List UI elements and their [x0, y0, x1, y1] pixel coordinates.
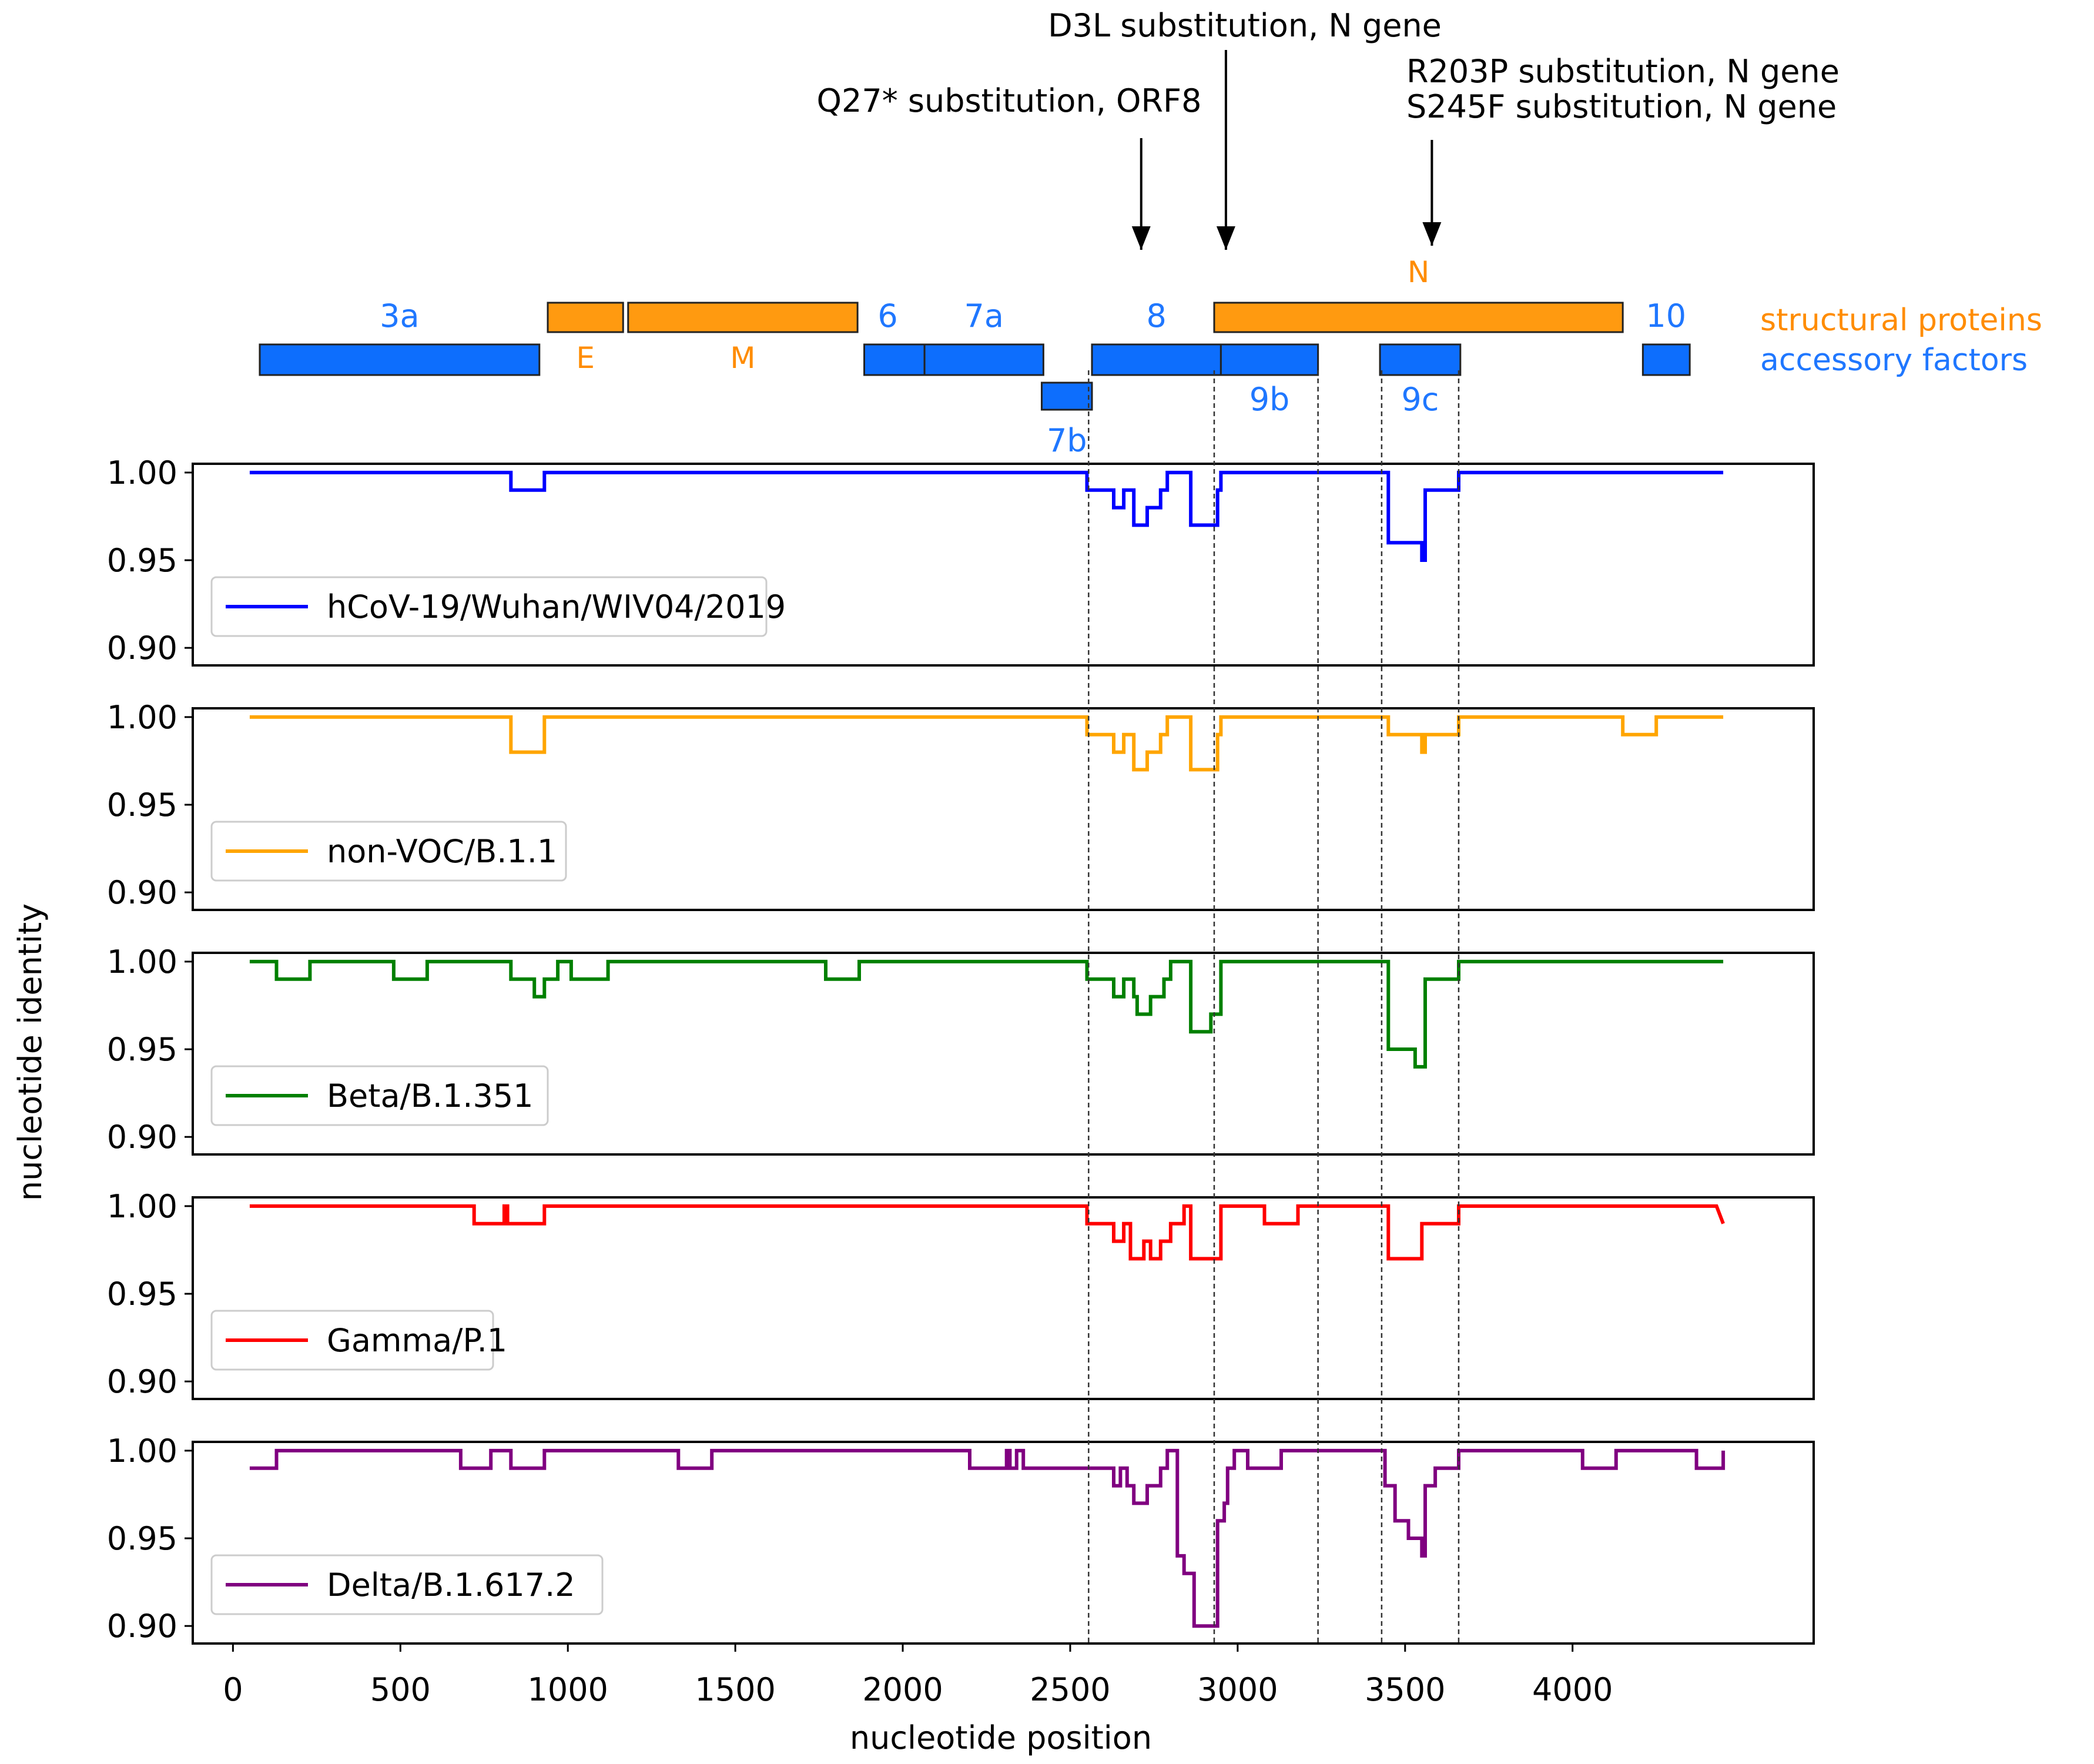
- y-tick-label: 0.90: [107, 1363, 177, 1400]
- accessory-gene-9b: [1219, 343, 1319, 376]
- y-tick-label: 0.95: [107, 786, 177, 824]
- series-line-5: [249, 1448, 1726, 1628]
- accessory-gene-label-9b: 9b: [1249, 381, 1290, 418]
- accessory-gene-8: [1091, 343, 1222, 376]
- legend-box-1: [210, 576, 768, 637]
- structural-gene-label-n: N: [1408, 255, 1429, 289]
- x-tick-label: 2500: [1030, 1671, 1110, 1708]
- y-axis-label: nucleotide identity: [12, 903, 49, 1201]
- legend-box-4: [210, 1310, 494, 1371]
- legend-box-3: [210, 1065, 549, 1126]
- x-tick-label: 1500: [695, 1671, 775, 1708]
- structural-gene-label-m: M: [730, 341, 755, 375]
- y-tick-label: 0.95: [107, 542, 177, 579]
- x-axis-label: nucleotide position: [850, 1719, 1152, 1756]
- y-tick-label: 1.00: [107, 943, 177, 980]
- series-line-4: [249, 1204, 1725, 1261]
- structural-gene-m: [627, 302, 859, 333]
- x-tick-label: 3000: [1197, 1671, 1278, 1708]
- structural-gene-n: [1213, 302, 1624, 333]
- annotation-label-3-1: R203P substitution, N gene: [1406, 53, 1840, 90]
- x-tick-label: 500: [370, 1671, 431, 1708]
- y-tick-label: 0.95: [107, 1276, 177, 1313]
- y-tick-label: 0.90: [107, 1608, 177, 1645]
- legend-structural-proteins: structural proteins: [1760, 303, 2042, 338]
- legend-label-4: Gamma/P.1: [327, 1322, 507, 1359]
- shared-axes: nucleotide position nucleotide identity …: [12, 903, 1613, 1756]
- legend-accessory-factors: accessory factors: [1760, 343, 2028, 378]
- y-tick-label: 0.90: [107, 630, 177, 667]
- accessory-gene-label-8: 8: [1147, 297, 1167, 334]
- legend-label-1: hCoV-19/Wuhan/WIV04/2019: [327, 588, 786, 625]
- x-tick-label: 0: [223, 1671, 243, 1708]
- annotation-arrowhead-1: [1131, 226, 1151, 250]
- accessory-gene-label-7a: 7a: [964, 297, 1004, 334]
- x-tick-label: 1000: [527, 1671, 608, 1708]
- panel-4: 1.00 0.95 0.90 Gamma/P.1: [107, 1188, 1815, 1400]
- y-tick-label: 0.95: [107, 1031, 177, 1068]
- accessory-gene-6: [863, 343, 926, 376]
- genome-map: E M N 3a 6 7a 7b 8 9b 9c 10 structural proteins acce…: [259, 255, 2042, 459]
- legend-box-5: [210, 1554, 604, 1615]
- accessory-gene-label-6: 6: [877, 297, 897, 334]
- accessory-gene-label-9c: 9c: [1401, 381, 1439, 418]
- y-tick-label: 0.95: [107, 1520, 177, 1557]
- accessory-gene-9c: [1379, 343, 1462, 376]
- panel-frame-2: [192, 707, 1815, 911]
- annotation-label-2-1: D3L substitution, N gene: [1048, 7, 1442, 44]
- annotation-label-3-2: S245F substitution, N gene: [1406, 88, 1837, 125]
- accessory-gene-label-3a: 3a: [380, 297, 419, 334]
- accessory-gene-3a: [259, 343, 541, 376]
- accessory-gene-label-10: 10: [1646, 297, 1686, 334]
- legend-label-3: Beta/B.1.351: [327, 1077, 534, 1114]
- annotation-arrowhead-3: [1422, 222, 1442, 246]
- legend-box-2: [210, 821, 567, 882]
- series-line-3: [249, 959, 1724, 1069]
- x-tick-label: 4000: [1532, 1671, 1613, 1708]
- x-tick-label: 3500: [1365, 1671, 1445, 1708]
- panel-frame-3: [192, 952, 1815, 1156]
- annotation-arrowhead-2: [1216, 226, 1235, 250]
- y-tick-label: 1.00: [107, 454, 177, 491]
- series-line-1: [249, 470, 1724, 562]
- panel-frame-5: [192, 1441, 1815, 1645]
- panel-1: 1.00 0.95 0.90 hCoV-19/Wuhan/WIV04/2019: [107, 454, 1815, 667]
- legend-label-2: non-VOC/B.1.1: [327, 833, 557, 870]
- y-tick-label: 1.00: [107, 699, 177, 736]
- mutation-annotations: Q27* substitution, ORF8 D3L substitution,…: [817, 7, 1840, 250]
- panel-5: 1.00 0.95 0.90 Delta/B.1.617.2: [107, 1432, 1815, 1645]
- region-guide-lines: [1088, 370, 1460, 1644]
- panel-frame-1: [192, 463, 1815, 667]
- accessory-gene-10: [1641, 343, 1691, 376]
- x-tick-label: 2000: [862, 1671, 943, 1708]
- structural-gene-label-e: E: [576, 341, 595, 375]
- panel-3: 1.00 0.95 0.90 Beta/B.1.351: [107, 943, 1815, 1156]
- legend-label-5: Delta/B.1.617.2: [327, 1566, 575, 1604]
- accessory-gene-label-7b: 7b: [1047, 422, 1087, 459]
- y-tick-label: 0.90: [107, 874, 177, 911]
- accessory-gene-7b: [1041, 381, 1093, 411]
- series-line-2: [249, 715, 1724, 772]
- annotation-label-1-1: Q27* substitution, ORF8: [817, 82, 1202, 119]
- accessory-gene-7a: [923, 343, 1044, 376]
- panel-frame-4: [192, 1196, 1815, 1400]
- y-tick-label: 1.00: [107, 1188, 177, 1225]
- y-tick-label: 0.90: [107, 1119, 177, 1156]
- identity-panels: 1.000.950.90hCoV-19/Wuhan/WIV04/20191.00…: [107, 454, 1815, 1645]
- panel-2: 1.00 0.95 0.90 non-VOC/B.1.1: [107, 699, 1815, 911]
- y-tick-label: 1.00: [107, 1432, 177, 1470]
- structural-gene-e: [547, 302, 624, 333]
